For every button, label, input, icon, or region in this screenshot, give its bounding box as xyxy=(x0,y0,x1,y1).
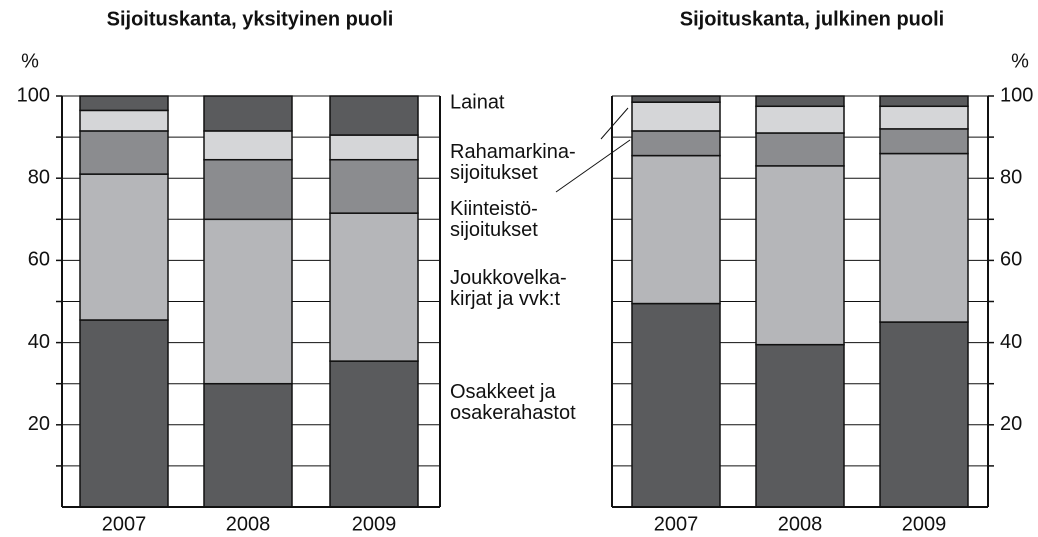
y-tick-label: 100 xyxy=(1000,84,1033,106)
legend-label: Lainat xyxy=(450,91,505,113)
bar-segment xyxy=(79,95,169,112)
bar-segment xyxy=(329,212,419,362)
bar-segment xyxy=(879,128,969,155)
leader-line xyxy=(600,107,629,140)
bar-segment xyxy=(755,165,845,346)
bar-segment xyxy=(79,109,169,132)
y-tick-label: 40 xyxy=(1000,331,1022,353)
y-tick-label: 80 xyxy=(28,166,50,188)
bar-segment xyxy=(631,95,721,103)
legend-label: Kiinteistö-sijoitukset xyxy=(450,198,538,241)
y-tick-label: 40 xyxy=(28,331,50,353)
bar-segment xyxy=(79,173,169,321)
bar-segment xyxy=(329,134,419,161)
y-tick-label: 60 xyxy=(28,249,50,271)
y-tick-label: 20 xyxy=(1000,413,1022,435)
bar-segment xyxy=(79,319,169,508)
x-tick-label: 2009 xyxy=(352,513,397,535)
y-axis-label: % xyxy=(21,50,39,72)
bar-segment xyxy=(879,95,969,108)
bar-segment xyxy=(329,360,419,508)
bar-segment xyxy=(631,101,721,132)
bar-segment xyxy=(631,130,721,157)
bar-segment xyxy=(203,95,293,132)
bar-segment xyxy=(203,218,293,385)
y-tick-label: 20 xyxy=(28,413,50,435)
bar-segment xyxy=(879,152,969,323)
bar-segment xyxy=(755,132,845,167)
leader-line xyxy=(555,139,631,193)
bar-segment xyxy=(329,158,419,214)
bar-segment xyxy=(79,130,169,175)
bar-segment xyxy=(203,130,293,161)
legend-label: Joukkovelka-kirjat ja vvk:t xyxy=(450,267,567,310)
chart-title: Sijoituskanta, julkinen puoli xyxy=(680,8,944,30)
x-tick-label: 2007 xyxy=(654,513,699,535)
bar-segment xyxy=(755,95,845,108)
chart-title: Sijoituskanta, yksityinen puoli xyxy=(107,8,394,30)
legend-label: Osakkeet ja osakerahastot xyxy=(450,381,576,424)
bar-segment xyxy=(203,382,293,508)
bar-segment xyxy=(879,321,969,508)
x-tick-label: 2009 xyxy=(902,513,947,535)
bar-segment xyxy=(755,105,845,134)
bar-segment xyxy=(203,158,293,221)
bar-segment xyxy=(631,302,721,508)
legend-label: Rahamarkina-sijoitukset xyxy=(450,141,576,184)
y-tick-label: 60 xyxy=(1000,249,1022,271)
x-tick-label: 2008 xyxy=(778,513,823,535)
bar-segment xyxy=(329,95,419,136)
y-tick-label: 100 xyxy=(17,84,50,106)
x-tick-label: 2007 xyxy=(102,513,147,535)
x-tick-label: 2008 xyxy=(226,513,271,535)
y-axis-label: % xyxy=(1011,50,1029,72)
bar-segment xyxy=(879,105,969,130)
y-tick-label: 80 xyxy=(1000,166,1022,188)
bar-segment xyxy=(631,154,721,305)
bar-segment xyxy=(755,343,845,508)
